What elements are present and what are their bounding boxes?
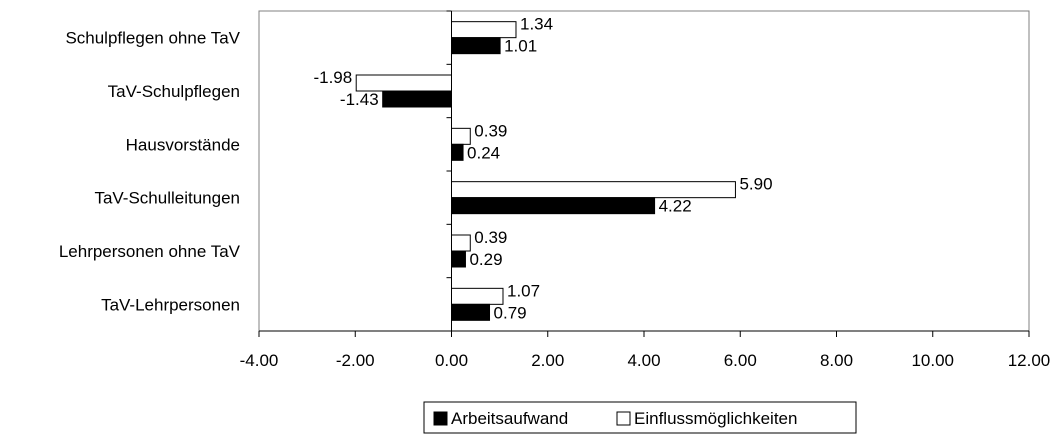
- x-tick-label: 10.00: [911, 351, 954, 370]
- bar-arbeitsaufwand: [451, 303, 491, 321]
- bar-einflussmöglichkeiten: [451, 287, 504, 305]
- data-label-einflussmöglichkeiten: 0.39: [474, 121, 507, 140]
- x-tick-label: -2.00: [336, 351, 375, 370]
- category-label: TaV-Lehrpersonen: [101, 295, 240, 314]
- bar-arbeitsaufwand: [451, 143, 464, 161]
- bar-einflussmöglichkeiten: [355, 74, 452, 92]
- legend-label-einflussmoeglichkeiten: Einflussmöglichkeiten: [634, 409, 797, 428]
- category-label: TaV-Schulleitungen: [94, 189, 240, 208]
- legend-label-arbeitsaufwand: Arbeitsaufwand: [451, 409, 568, 428]
- category-label: Hausvorstände: [126, 135, 240, 154]
- legend-swatch-einflussmoeglichkeiten: [616, 411, 631, 426]
- bar-einflussmöglichkeiten: [451, 234, 471, 252]
- category-label: TaV-Schulpflegen: [108, 82, 240, 101]
- data-label-arbeitsaufwand: 1.01: [504, 37, 537, 56]
- data-label-arbeitsaufwand: 0.79: [494, 303, 527, 322]
- category-label: Schulpflegen ohne TaV: [65, 29, 240, 48]
- legend: Arbeitsaufwand Einflussmöglichkeiten: [423, 401, 857, 434]
- x-tick-label: -4.00: [240, 351, 279, 370]
- data-labels: 1.34 1.01 -1.98 -1.43 0.39 0.24 5.90 4.22 0.39 0.…: [313, 15, 772, 323]
- data-label-arbeitsaufwand: 0.29: [469, 250, 502, 269]
- data-label-einflussmöglichkeiten: 0.39: [474, 228, 507, 247]
- data-label-einflussmöglichkeiten: 1.07: [507, 281, 540, 300]
- x-tick-label: 4.00: [627, 351, 660, 370]
- bar-arbeitsaufwand: [382, 90, 452, 108]
- data-label-arbeitsaufwand: -1.43: [340, 90, 379, 109]
- data-label-einflussmöglichkeiten: 5.90: [739, 175, 772, 194]
- bars: [355, 21, 736, 321]
- data-label-arbeitsaufwand: 0.24: [467, 143, 500, 162]
- x-axis-ticks: -4.00 -2.00 0.00 2.00 4.00 6.00 8.00 10.00 12.00: [240, 10, 1051, 370]
- data-label-einflussmöglichkeiten: 1.34: [520, 15, 553, 34]
- x-tick-label: 2.00: [531, 351, 564, 370]
- bar-arbeitsaufwand: [451, 37, 501, 55]
- bar-einflussmöglichkeiten: [451, 127, 471, 145]
- bar-einflussmöglichkeiten: [451, 181, 736, 199]
- x-tick-label: 8.00: [820, 351, 853, 370]
- x-tick-label: 0.00: [435, 351, 468, 370]
- bar-arbeitsaufwand: [451, 197, 656, 215]
- legend-box: [423, 401, 857, 434]
- data-label-einflussmöglichkeiten: -1.98: [313, 68, 352, 87]
- plot-area: [258, 10, 1030, 332]
- data-label-arbeitsaufwand: 4.22: [659, 197, 692, 216]
- bar-arbeitsaufwand: [451, 250, 466, 268]
- x-tick-label: 6.00: [724, 351, 757, 370]
- category-label: Lehrpersonen ohne TaV: [59, 242, 241, 261]
- x-tick-label: 12.00: [1008, 351, 1051, 370]
- legend-swatch-arbeitsaufwand: [433, 411, 448, 426]
- category-labels: Schulpflegen ohne TaV TaV-Schulpflegen Hau…: [59, 29, 241, 315]
- bar-einflussmöglichkeiten: [451, 21, 517, 39]
